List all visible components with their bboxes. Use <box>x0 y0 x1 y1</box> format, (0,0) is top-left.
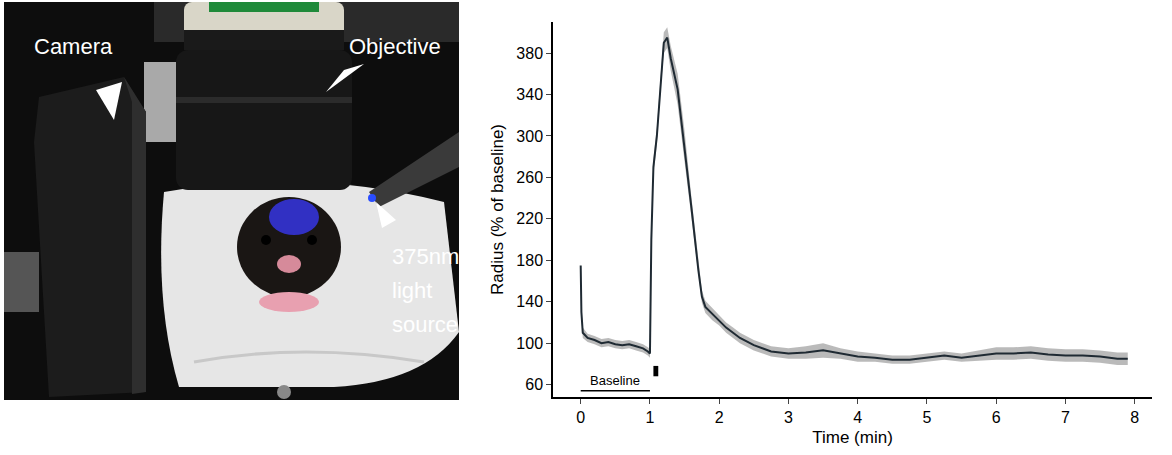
svg-text:260: 260 <box>516 169 543 186</box>
svg-text:3: 3 <box>784 409 793 426</box>
svg-text:Baseline: Baseline <box>590 373 640 388</box>
svg-text:140: 140 <box>516 293 543 310</box>
svg-text:7: 7 <box>1061 409 1070 426</box>
svg-text:1: 1 <box>645 409 654 426</box>
svg-text:Radius (% of baseline): Radius (% of baseline) <box>488 124 507 295</box>
svg-text:6: 6 <box>992 409 1001 426</box>
svg-text:340: 340 <box>516 86 543 103</box>
svg-text:380: 380 <box>516 45 543 62</box>
svg-text:180: 180 <box>516 252 543 269</box>
svg-text:375nmlightsource: 375nmlightsource <box>392 244 459 337</box>
svg-text:5: 5 <box>922 409 931 426</box>
svg-text:220: 220 <box>516 210 543 227</box>
svg-text:Time (min): Time (min) <box>812 428 893 447</box>
svg-text:60: 60 <box>525 376 543 393</box>
svg-text:100: 100 <box>516 335 543 352</box>
svg-text:Camera: Camera <box>34 34 113 59</box>
svg-text:300: 300 <box>516 128 543 145</box>
svg-text:4: 4 <box>853 409 862 426</box>
svg-text:2: 2 <box>715 409 724 426</box>
svg-text:Objective: Objective <box>349 34 441 59</box>
svg-text:0: 0 <box>576 409 585 426</box>
svg-text:8: 8 <box>1130 409 1139 426</box>
